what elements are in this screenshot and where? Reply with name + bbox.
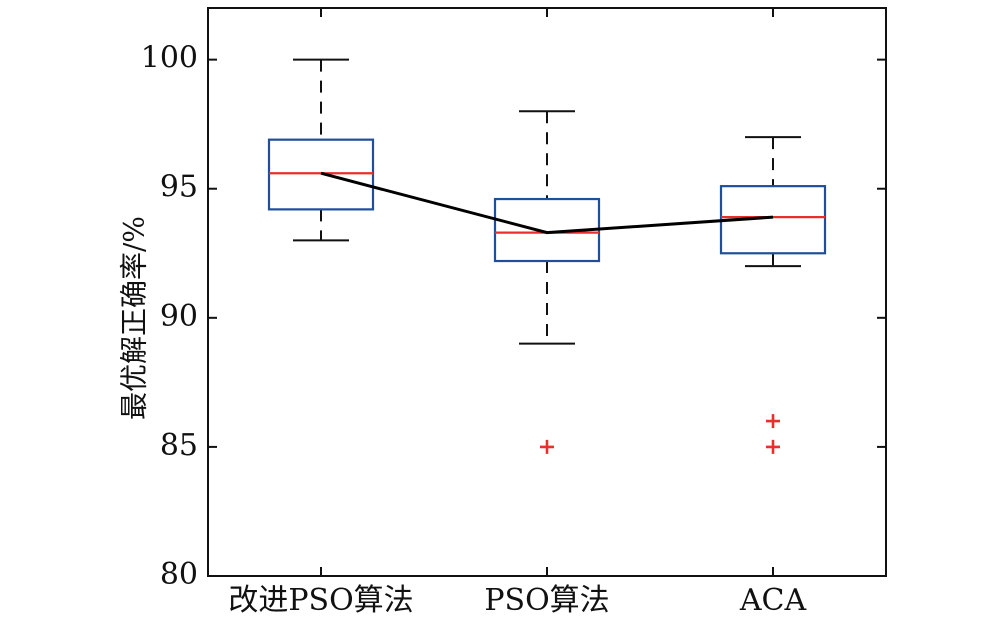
x-axis: 改进PSO算法 PSO算法 ACA: [228, 8, 806, 618]
outlier-marker: [540, 439, 554, 454]
box-iqr: [267, 138, 375, 211]
outlier-marker: [766, 439, 780, 454]
y-axis: 80 85 90 95 100: [141, 41, 886, 592]
y-tick-label: 90: [160, 299, 198, 334]
y-tick-label: 95: [160, 170, 198, 205]
y-tick-label: 100: [141, 41, 198, 76]
x-tick-label: 改进PSO算法: [228, 583, 413, 618]
x-tick-label: PSO算法: [484, 583, 609, 618]
outlier-marker: [766, 414, 780, 429]
y-axis-label: 最优解正确率/%: [118, 216, 151, 420]
y-tick-label: 85: [160, 428, 198, 463]
box-1: [267, 58, 375, 242]
median-trend: [320, 171, 774, 235]
y-tick-label: 80: [160, 557, 198, 592]
x-tick-label: ACA: [739, 583, 807, 618]
median-trend-line: [320, 171, 774, 235]
